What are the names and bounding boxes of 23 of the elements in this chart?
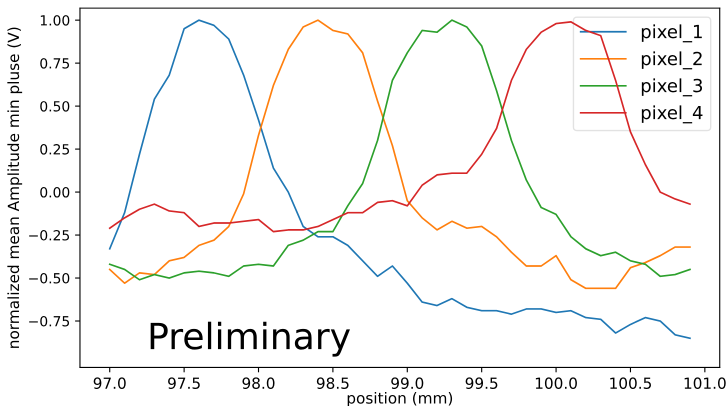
legend-label: pixel_2 xyxy=(642,51,702,70)
x-tick-label: 99.0 xyxy=(391,377,424,389)
x-tick-label: 100.5 xyxy=(610,377,651,389)
x-tick-label: 100.0 xyxy=(536,377,577,389)
x-tick-label: 98.5 xyxy=(316,377,349,389)
annotation: Preliminary xyxy=(150,322,350,357)
legend-label: pixel_1 xyxy=(642,24,702,42)
legend-label: pixel_3 xyxy=(642,78,702,96)
x-tick-label: 101.0 xyxy=(684,377,726,389)
y-tick-label: −0.50 xyxy=(29,273,70,284)
y-axis-title: normalized mean Amplitude min pluse (V) xyxy=(7,28,22,348)
y-tick-label: 0.00 xyxy=(40,187,70,198)
y-tick-label: −0.75 xyxy=(29,316,70,326)
x-tick-label: 97.0 xyxy=(94,377,126,389)
y-tick-label: 0.25 xyxy=(40,144,70,155)
x-tick-label: 98.0 xyxy=(242,377,274,389)
x-tick-label: 99.5 xyxy=(466,377,498,389)
x-tick-label: 97.5 xyxy=(168,377,200,389)
legend-label: pixel_4 xyxy=(642,105,702,124)
y-tick-label: 0.50 xyxy=(40,101,70,112)
y-tick-label: −0.25 xyxy=(29,230,70,241)
y-tick-label: 1.00 xyxy=(40,15,70,26)
y-tick-label: 0.75 xyxy=(40,58,70,69)
